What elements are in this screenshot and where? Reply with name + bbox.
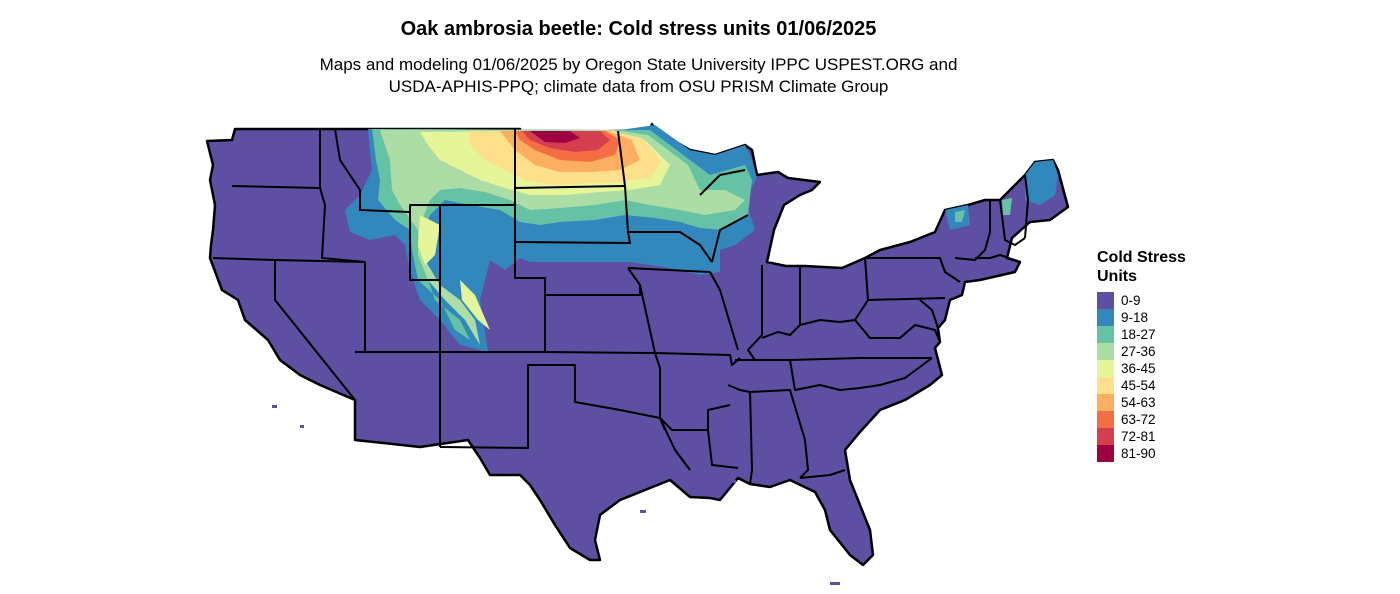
legend: Cold Stress Units 0-9 9-18 18-27 27-36 3… — [1097, 248, 1186, 462]
legend-item: 9-18 — [1097, 309, 1186, 326]
legend-item: 27-36 — [1097, 343, 1186, 360]
zone-81-90 — [530, 131, 580, 143]
legend-swatch — [1097, 309, 1114, 326]
legend-swatch — [1097, 445, 1114, 462]
legend-swatch — [1097, 360, 1114, 377]
legend-item: 81-90 — [1097, 445, 1186, 462]
legend-item: 72-81 — [1097, 428, 1186, 445]
legend-item: 45-54 — [1097, 377, 1186, 394]
legend-swatch — [1097, 394, 1114, 411]
legend-label: 18-27 — [1121, 327, 1156, 342]
legend-title: Cold Stress Units — [1097, 248, 1186, 286]
legend-item: 54-63 — [1097, 394, 1186, 411]
legend-item: 36-45 — [1097, 360, 1186, 377]
legend-label: 63-72 — [1121, 412, 1156, 427]
legend-item: 0-9 — [1097, 292, 1186, 309]
legend-swatch — [1097, 292, 1114, 309]
legend-label: 72-81 — [1121, 429, 1156, 444]
map-title: Oak ambrosia beetle: Cold stress units 0… — [400, 18, 877, 40]
islands — [272, 405, 840, 585]
zone-ne-18-27 — [955, 198, 1012, 222]
legend-label: 0-9 — [1121, 293, 1141, 308]
subtitle-line-2: USDA-APHIS-PPQ; climate data from OSU PR… — [388, 77, 889, 96]
state-borders — [212, 128, 1029, 485]
legend-swatch — [1097, 411, 1114, 428]
stress-zones — [345, 125, 1058, 352]
legend-items: 0-9 9-18 18-27 27-36 36-45 45-54 54-63 6… — [1097, 292, 1186, 462]
legend-label: 27-36 — [1121, 344, 1156, 359]
legend-swatch — [1097, 343, 1114, 360]
legend-label: 54-63 — [1121, 395, 1156, 410]
legend-swatch — [1097, 326, 1114, 343]
subtitle-line-1: Maps and modeling 01/06/2025 by Oregon S… — [319, 55, 958, 74]
map-subtitle: Maps and modeling 01/06/2025 by Oregon S… — [0, 54, 1277, 98]
legend-swatch — [1097, 428, 1114, 445]
map-svg — [205, 122, 1070, 585]
legend-label: 36-45 — [1121, 361, 1156, 376]
zone-ne-9-18 — [945, 160, 1058, 230]
legend-item: 18-27 — [1097, 326, 1186, 343]
legend-item: 63-72 — [1097, 411, 1186, 428]
legend-label: 81-90 — [1121, 446, 1156, 461]
legend-label: 9-18 — [1121, 310, 1149, 325]
legend-title-line-1: Cold Stress — [1097, 249, 1186, 266]
legend-label: 45-54 — [1121, 378, 1156, 393]
legend-title-line-2: Units — [1097, 268, 1137, 285]
us-map — [200, 118, 1080, 590]
legend-swatch — [1097, 377, 1114, 394]
